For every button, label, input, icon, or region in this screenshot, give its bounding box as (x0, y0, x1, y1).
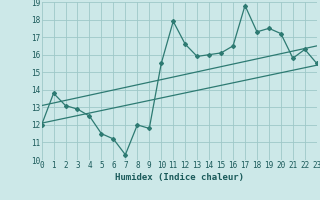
X-axis label: Humidex (Indice chaleur): Humidex (Indice chaleur) (115, 173, 244, 182)
